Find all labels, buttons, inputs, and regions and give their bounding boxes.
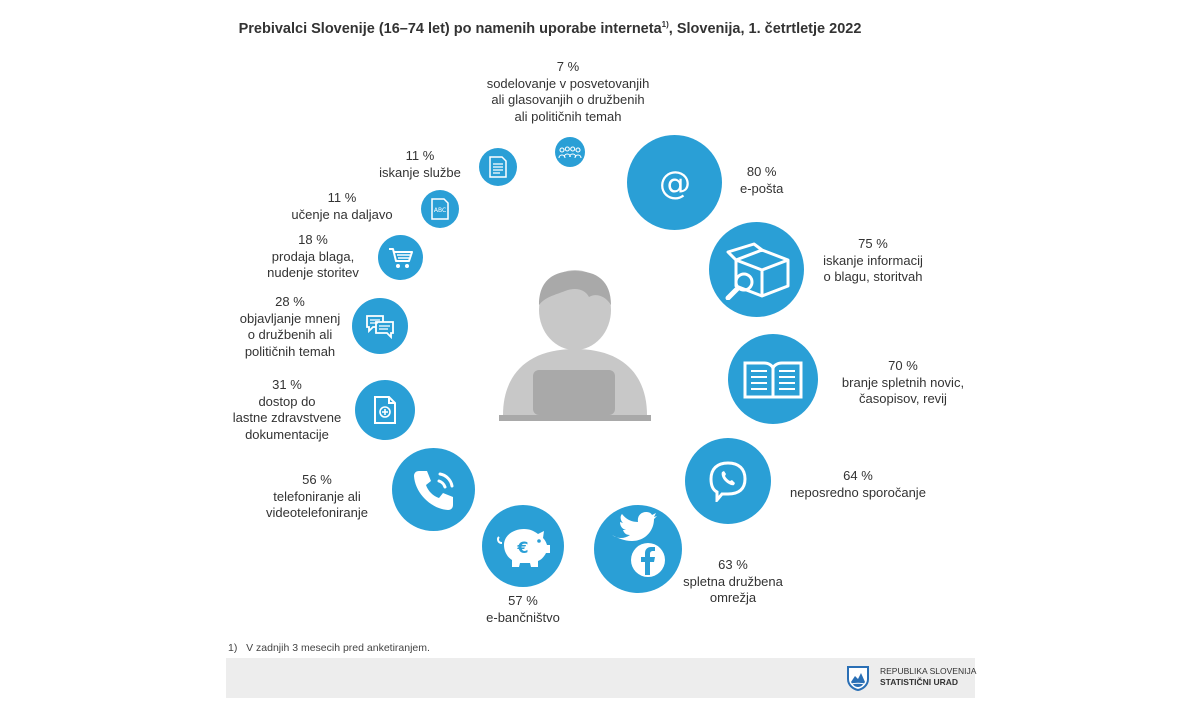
- label-selling: 18 % prodaja blaga, nudenje storitev: [267, 232, 359, 280]
- opinions-circle: [352, 298, 408, 354]
- label-ebanking: 57 % e-bančništvo: [486, 593, 560, 625]
- person-laptop-illustration: [499, 270, 651, 421]
- abc-document-icon: ABC: [431, 198, 449, 220]
- consultations-circle: [555, 137, 585, 167]
- messaging-circle: [685, 438, 771, 524]
- news-circle: [728, 334, 818, 424]
- distance-learning-circle: ABC: [421, 190, 459, 228]
- twitter-facebook-icon: [612, 512, 665, 577]
- people-group-icon: [558, 146, 582, 159]
- svg-text:@: @: [659, 164, 691, 202]
- chat-bubbles-icon: [366, 315, 394, 339]
- ebanking-circle: €: [482, 505, 564, 587]
- label-social: 63 % spletna družbena omrežja: [683, 557, 783, 605]
- footnote: 1) V zadnjih 3 mesecih pred anketiranjem…: [228, 642, 430, 654]
- label-consultations: 7 % sodelovanje v posvetovanjih ali glaso…: [486, 59, 650, 124]
- label-opinions: 28 % objavljanje mnenj o družbenih ali po…: [239, 294, 341, 359]
- label-phone: 56 % telefoniranje ali videotelefoniranje: [266, 472, 368, 520]
- at-icon: @: [659, 164, 691, 202]
- job-search-circle: [479, 148, 517, 186]
- open-book-icon: [743, 361, 803, 399]
- viber-icon: [709, 461, 747, 502]
- label-distance-learning: 11 % učenje na daljavo: [291, 190, 393, 222]
- svg-text:ABC: ABC: [434, 207, 446, 214]
- email-circle: @: [627, 135, 722, 230]
- piggy-bank-euro-icon: €: [497, 529, 550, 567]
- box-search-icon: [725, 242, 789, 300]
- product-info-circle: [709, 222, 804, 317]
- label-job-search: 11 % iskanje službe: [379, 148, 461, 180]
- health-records-circle: [355, 380, 415, 440]
- label-news: 70 % branje spletnih novic, časopisov, re…: [841, 358, 965, 406]
- slovenia-crest-logo: [847, 666, 869, 691]
- label-product-info: 75 % iskanje informacij o blagu, storitva…: [823, 236, 923, 284]
- selling-circle: [378, 235, 423, 280]
- shopping-cart-icon: [388, 247, 413, 268]
- medical-document-icon: [374, 396, 396, 424]
- chart-title: Prebivalci Slovenije (16–74 let) po name…: [238, 20, 862, 37]
- label-messaging: 64 % neposredno sporočanje: [790, 468, 926, 500]
- organization-name: REPUBLIKA SLOVENIJA STATISTIČNI URAD: [880, 666, 977, 687]
- document-icon: [489, 156, 507, 178]
- social-circle: [594, 505, 682, 593]
- label-email: 80 % e-pošta: [740, 164, 784, 196]
- phone-icon: [413, 470, 453, 510]
- label-health-records: 31 % dostop do lastne zdravstvene dokumen…: [232, 377, 342, 442]
- phone-circle: [392, 448, 475, 531]
- svg-text:€: €: [516, 538, 528, 557]
